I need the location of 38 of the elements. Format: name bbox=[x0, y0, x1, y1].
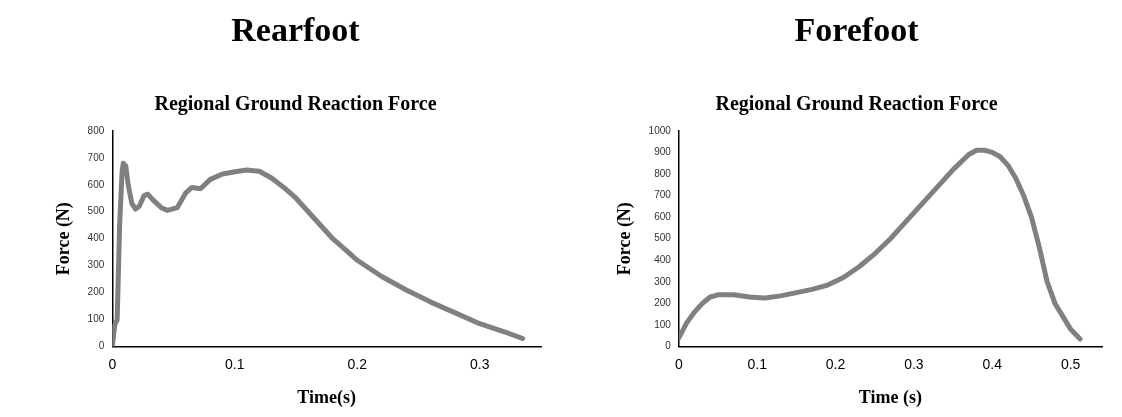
y-tick-label: 700 bbox=[87, 151, 105, 163]
y-tick-label: 200 bbox=[87, 286, 105, 298]
x-axis-title: Time (s) bbox=[858, 386, 923, 408]
y-tick-label: 700 bbox=[654, 189, 672, 201]
y-tick-label: 600 bbox=[87, 178, 105, 190]
y-tick-label: 200 bbox=[654, 297, 672, 309]
y-tick-label: 500 bbox=[87, 205, 105, 217]
y-tick-label: 100 bbox=[87, 313, 105, 325]
x-tick-label: 0 bbox=[108, 355, 117, 372]
x-tick-label: 0.2 bbox=[825, 355, 846, 372]
x-tick-label: 0.1 bbox=[225, 355, 245, 372]
y-tick-label: 400 bbox=[87, 232, 105, 244]
x-tick-label: 0.1 bbox=[747, 355, 768, 372]
y-tick-label: 400 bbox=[654, 254, 672, 266]
x-axis-title: Time(s) bbox=[297, 386, 356, 408]
y-tick-label: 0 bbox=[665, 340, 672, 352]
y-tick-label: 800 bbox=[87, 124, 105, 136]
y-tick-label: 100 bbox=[654, 318, 672, 330]
x-tick-label: 0.4 bbox=[982, 355, 1003, 372]
chart-title: Rearfoot bbox=[231, 11, 361, 49]
y-tick-label: 600 bbox=[654, 210, 672, 222]
chart-subtitle: Regional Ground Reaction Force bbox=[154, 91, 437, 115]
y-axis-title: Force (N) bbox=[614, 202, 636, 276]
x-tick-label: 0.2 bbox=[347, 355, 368, 372]
y-tick-label: 300 bbox=[87, 259, 105, 271]
y-axis-title: Force (N) bbox=[53, 202, 75, 276]
y-tick-label: 500 bbox=[654, 232, 672, 244]
y-tick-label: 900 bbox=[654, 146, 672, 158]
chart-title: Forefoot bbox=[794, 11, 920, 49]
chart-subtitle: Regional Ground Reaction Force bbox=[715, 91, 998, 115]
y-tick-label: 800 bbox=[654, 167, 672, 179]
x-tick-label: 0.3 bbox=[904, 355, 924, 372]
y-tick-label: 1000 bbox=[648, 124, 672, 136]
y-tick-label: 300 bbox=[654, 275, 672, 287]
y-tick-label: 0 bbox=[98, 340, 105, 352]
x-tick-label: 0.3 bbox=[470, 355, 490, 372]
x-tick-label: 0.5 bbox=[1060, 355, 1081, 372]
x-tick-label: 0 bbox=[674, 355, 683, 372]
